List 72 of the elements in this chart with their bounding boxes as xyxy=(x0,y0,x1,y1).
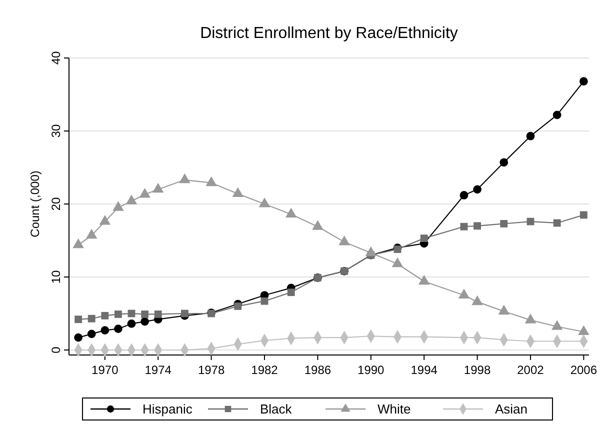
legend-label: Black xyxy=(260,402,292,416)
point xyxy=(473,185,482,194)
point xyxy=(154,310,162,318)
x-tick-label: 2006 xyxy=(570,363,598,377)
x-tick-label: 1998 xyxy=(464,363,491,377)
point xyxy=(260,297,268,305)
point xyxy=(140,317,149,326)
point xyxy=(234,302,242,310)
point xyxy=(139,188,150,198)
point xyxy=(127,320,136,328)
x-tick-label: 1994 xyxy=(410,363,438,377)
y-tick-label: 10 xyxy=(49,270,63,284)
x-tick-label: 2002 xyxy=(517,363,544,377)
point xyxy=(72,238,84,248)
point xyxy=(472,295,483,306)
point xyxy=(460,222,468,230)
point xyxy=(112,201,124,211)
point xyxy=(74,316,82,324)
x-tick-label: 1978 xyxy=(198,363,225,377)
point xyxy=(86,228,98,239)
point xyxy=(312,220,324,230)
y-axis-title: Count (,000) xyxy=(28,170,42,238)
x-tick-label: 1990 xyxy=(358,363,385,377)
point xyxy=(578,325,590,336)
y-tick-label: 0 xyxy=(49,346,63,354)
point xyxy=(418,274,430,285)
x-tick-label: 1982 xyxy=(251,363,278,377)
legend-label: White xyxy=(378,402,411,416)
point xyxy=(498,304,510,315)
point xyxy=(285,208,297,218)
point xyxy=(126,194,138,204)
point xyxy=(206,176,217,186)
y-tick-label: 40 xyxy=(49,51,63,65)
x-tick-label: 1974 xyxy=(144,363,172,377)
point xyxy=(460,191,468,200)
point xyxy=(287,288,295,296)
y-tick-label: 30 xyxy=(49,124,63,138)
point xyxy=(179,173,190,184)
point xyxy=(458,288,470,299)
point xyxy=(392,257,404,268)
point xyxy=(114,310,122,318)
point xyxy=(87,330,96,338)
point xyxy=(100,326,110,334)
point xyxy=(553,219,561,227)
point xyxy=(180,310,188,318)
point xyxy=(338,235,350,246)
y-tick-label: 20 xyxy=(49,197,63,211)
point xyxy=(551,320,563,330)
point xyxy=(365,246,377,256)
point xyxy=(99,215,111,225)
chart-title: District Enrollment by Race/Ethnicity xyxy=(200,25,458,42)
point xyxy=(258,197,270,208)
point xyxy=(141,310,149,318)
point xyxy=(580,211,588,219)
point xyxy=(232,187,244,198)
point xyxy=(526,132,535,140)
point xyxy=(74,333,82,342)
point xyxy=(88,314,96,322)
x-tick-label: 1986 xyxy=(304,363,332,377)
point xyxy=(152,182,164,193)
point xyxy=(579,77,588,86)
legend-label: Asian xyxy=(495,402,528,416)
point xyxy=(552,110,562,120)
legend-label: Hispanic xyxy=(142,402,193,416)
x-tick-label: 1970 xyxy=(92,363,119,377)
point xyxy=(420,234,428,242)
point xyxy=(524,314,536,324)
point xyxy=(474,222,481,230)
point xyxy=(114,324,122,334)
point xyxy=(101,312,109,320)
point xyxy=(500,220,508,228)
point xyxy=(500,158,508,167)
